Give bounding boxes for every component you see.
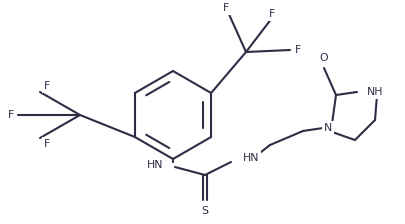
Text: HN: HN <box>147 160 163 170</box>
Text: F: F <box>44 139 50 149</box>
Text: F: F <box>223 3 229 13</box>
Text: HN: HN <box>243 153 260 163</box>
Text: N: N <box>324 123 332 133</box>
Text: F: F <box>295 45 301 55</box>
Text: NH: NH <box>367 87 384 97</box>
Text: S: S <box>202 206 209 216</box>
Text: F: F <box>8 110 14 120</box>
Text: O: O <box>320 53 328 63</box>
Text: F: F <box>269 9 275 19</box>
Text: F: F <box>44 81 50 91</box>
